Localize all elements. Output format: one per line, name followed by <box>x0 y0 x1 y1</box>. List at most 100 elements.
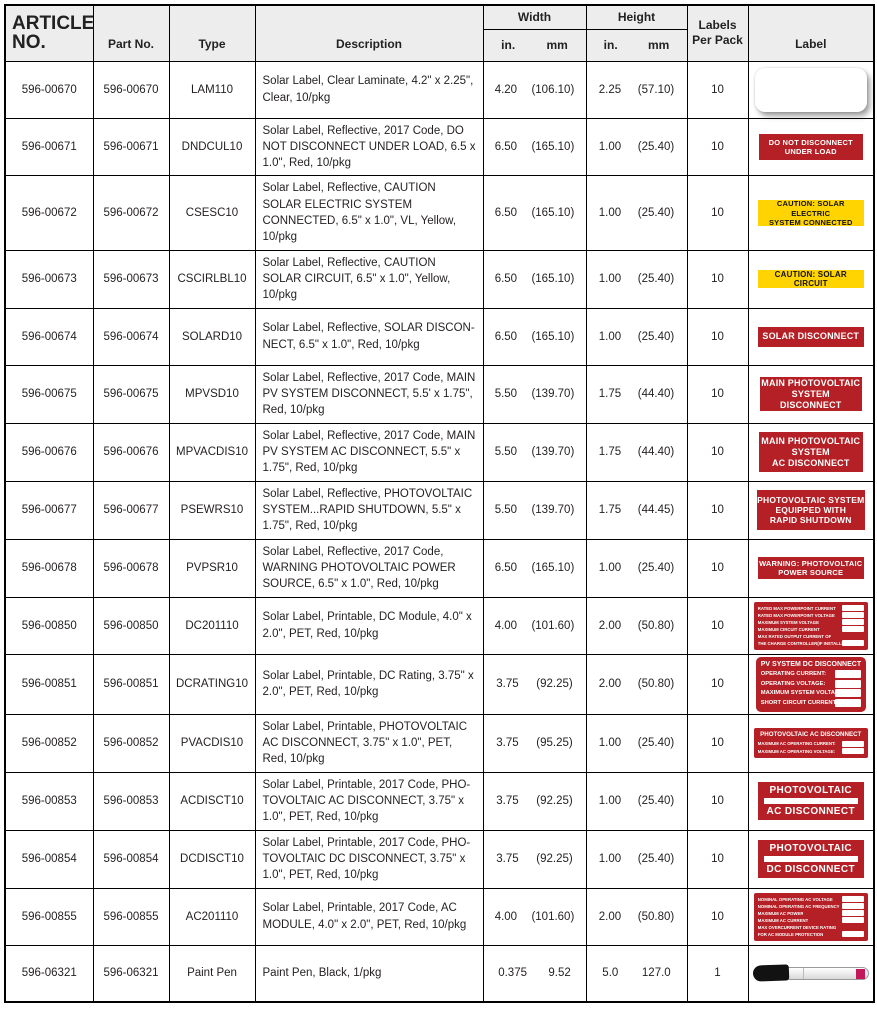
width-in-value: 3.75 <box>496 853 519 866</box>
cell-height: 2.00 (50.80) <box>585 596 688 655</box>
height-in-value: 1.75 <box>598 504 622 517</box>
label-form-text: RATED MAX POWERPOINT CURRENT <box>757 605 836 611</box>
cell-label: PHOTOVOLTAIC AC DISCONNECT <box>747 771 875 831</box>
height-mm-value: (50.80) <box>637 910 675 923</box>
table-row: 596-00673 596-00673 CSCIRLBL10 Solar Label,… <box>4 249 875 309</box>
label-form-row: NOMINAL OPERATING AC FREQUENCY <box>758 903 864 910</box>
cell-labels-per-pack: 10 <box>686 829 749 889</box>
label-form-row: OPERATING CURRENT: <box>761 670 861 680</box>
width-values: 0.375 9.52 <box>488 967 582 979</box>
cell-width: 0.375 9.52 <box>482 944 587 1003</box>
height-values: 1.00 (25.40) <box>591 795 683 807</box>
cell-description: Solar Label, Printable, DC Module, 4.0" … <box>254 596 484 655</box>
height-values: 2.25 (57.10) <box>591 84 683 96</box>
label-text-line: WARNING: PHOTOVOLTAIC <box>759 559 863 569</box>
label-text-line: EQUIPPED WITH <box>775 505 847 516</box>
cell-type: DCDISCT10 <box>168 829 256 889</box>
width-values: 3.75 (92.25) <box>488 795 582 807</box>
width-mm-value: (165.10) <box>531 140 575 153</box>
width-mm-value: (139.70) <box>531 504 575 517</box>
fill-in-box <box>841 917 864 923</box>
cell-description: Solar Label, Printable, PHOTOVOLTAIC AC … <box>254 713 484 773</box>
height-mm-value: (44.40) <box>637 446 675 459</box>
cell-label: PHOTOVOLTAIC AC DISCONNECT MAXIMUM AC OPE… <box>747 713 875 773</box>
clear-laminate-label <box>754 67 867 112</box>
label-title: PHOTOVOLTAIC AC DISCONNECT <box>760 731 862 739</box>
label-band-bottom-text: AC DISCONNECT <box>766 806 856 818</box>
height-mm-value: 127.0 <box>641 967 671 980</box>
table-row: 596-06321 596-06321 Paint Pen Paint Pen, Bl… <box>4 944 875 1003</box>
height-mm-value: (25.40) <box>637 140 675 153</box>
cell-width: 3.75 (92.25) <box>482 653 587 715</box>
cell-description: Solar Label, Printable, 2017 Code, PHO-T… <box>254 771 484 831</box>
cell-height: 1.00 (25.40) <box>585 829 688 889</box>
cell-type: PSEWRS10 <box>168 480 256 540</box>
width-in-value: 6.50 <box>494 207 518 220</box>
cell-part-no: 596-00854 <box>92 829 170 889</box>
cell-label: CAUTION: SOLAR CIRCUIT <box>747 249 875 309</box>
height-values: 1.00 (25.40) <box>591 737 683 749</box>
cell-article-no: 596-00852 <box>4 713 94 773</box>
cell-width: 3.75 (92.25) <box>482 829 587 889</box>
cell-article-no: 596-00675 <box>4 364 94 424</box>
width-in-value: 6.50 <box>494 330 518 343</box>
width-mm-value: (139.70) <box>531 388 575 401</box>
height-mm-value: (25.40) <box>637 795 675 808</box>
width-in-value: 6.50 <box>494 273 518 286</box>
height-in-value: 1.00 <box>598 737 622 750</box>
label-artwork: CAUTION: SOLAR ELECTRIC SYSTEM CONNECTED <box>757 199 864 227</box>
cell-labels-per-pack: 10 <box>686 307 749 366</box>
label-form-row: SHORT CIRCUIT CURRENT: <box>761 698 861 708</box>
label-text-line: SOLAR DISCONNECT <box>762 331 860 342</box>
height-values: 1.00 (25.40) <box>591 273 683 285</box>
cell-description: Solar Label, Reflective, CAUTION SOLAR E… <box>254 175 484 251</box>
label-text-line: MAIN PHOTOVOLTAIC <box>761 435 861 446</box>
table-row: 596-00678 596-00678 PVPSR10 Solar Label, Re… <box>4 538 875 598</box>
width-mm-header: mm <box>546 38 568 52</box>
cell-labels-per-pack: 10 <box>686 175 749 251</box>
label-band-top-text: PHOTOVOLTAIC <box>769 843 853 855</box>
cell-labels-per-pack: 10 <box>686 364 749 424</box>
fill-in-box <box>834 670 861 679</box>
cell-part-no: 596-00671 <box>92 117 170 177</box>
height-mm-value: (44.45) <box>637 504 675 517</box>
cell-type: MPVACDIS10 <box>168 422 256 482</box>
height-in-value: 2.00 <box>598 678 622 691</box>
label-text-line: SYSTEM <box>791 446 830 457</box>
height-values: 1.75 (44.45) <box>591 504 683 516</box>
label-band-bottom-text: DC DISCONNECT <box>766 864 856 876</box>
height-mm-value: (25.40) <box>637 737 675 750</box>
width-in-value: 4.00 <box>494 910 518 923</box>
label-text-line: SYSTEM DISCONNECT <box>779 388 842 410</box>
label-artwork: DO NOT DISCONNECT UNDER LOAD <box>758 133 863 160</box>
cell-width: 5.50 (139.70) <box>482 364 587 424</box>
cell-labels-per-pack: 10 <box>686 249 749 309</box>
label-form-text: MAXIMUM AC POWER <box>757 910 804 916</box>
width-values: 6.50 (165.10) <box>488 331 582 343</box>
cell-labels-per-pack: 10 <box>686 887 749 946</box>
col-header-type: Type <box>168 4 256 62</box>
cell-label: PV SYSTEM DC DISCONNECT OPERATING CURRENT… <box>747 653 875 715</box>
height-in-value: 1.00 <box>598 140 622 153</box>
label-form-text: MAX OVERCURRENT DEVICE RATING <box>757 924 837 930</box>
label-artwork: WARNING: PHOTOVOLTAIC POWER SOURCE <box>757 557 864 580</box>
cell-width: 4.20 (106.10) <box>482 60 587 119</box>
height-values: 1.00 (25.40) <box>591 141 683 153</box>
height-mm-value: (50.80) <box>637 678 675 691</box>
label-artwork: CAUTION: SOLAR CIRCUIT <box>757 270 864 289</box>
label-form-text: MAXIMUM SYSTEM VOLTAGE <box>757 619 819 625</box>
cell-height: 5.0 127.0 <box>585 944 688 1003</box>
cell-article-no: 596-06321 <box>4 944 94 1003</box>
height-values: 1.75 (44.40) <box>591 446 683 458</box>
label-form-text: RATED MAX POWERPOINT VOLTAGE <box>757 612 835 618</box>
height-mm-value: (25.40) <box>637 853 675 866</box>
width-values: 3.75 (92.25) <box>488 678 582 690</box>
width-mm-value: (165.10) <box>531 330 575 343</box>
label-band-top-text: PHOTOVOLTAIC <box>769 785 853 797</box>
catalog-page: { "colors": { "red": "#b42025", "yellow"… <box>0 4 877 1019</box>
fill-in-box <box>841 903 864 909</box>
cell-part-no: 596-06321 <box>92 944 170 1003</box>
width-values: 4.00 (101.60) <box>488 620 582 632</box>
fill-in-box <box>841 626 864 632</box>
height-values: 1.75 (44.40) <box>591 388 683 400</box>
